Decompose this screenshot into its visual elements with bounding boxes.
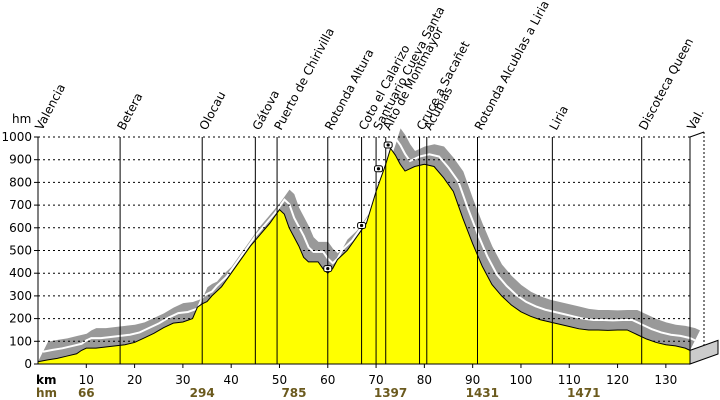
marker-icon-dot [376, 167, 381, 171]
x-tick-label: 100 [510, 373, 533, 387]
waypoint-label: Val. [684, 107, 707, 133]
y-tick-label: 100 [9, 334, 32, 348]
profile-highlight [42, 136, 696, 353]
x-tick-label: 130 [654, 373, 677, 387]
hm-value: 1471 [567, 386, 600, 400]
x-tick-label: 20 [127, 373, 142, 387]
x-tick-label: 10 [79, 373, 94, 387]
hm-value: 66 [78, 386, 95, 400]
y-tick-label: 900 [9, 153, 32, 167]
x-tick-label: 70 [368, 373, 383, 387]
x-tick-label: 50 [272, 373, 287, 387]
hm-row-label: hm [36, 386, 57, 400]
waypoint-label: Valencia [32, 81, 68, 132]
profile-line [37, 147, 691, 363]
y-tick-label: 800 [9, 175, 32, 189]
profile-area [38, 148, 690, 364]
depth-side [689, 339, 719, 365]
marker-icon-dot [386, 143, 390, 147]
depth-top-edge [689, 131, 705, 138]
x-tick-label: 30 [175, 373, 190, 387]
waypoint-label: Rotonda Alcublas a Liria [472, 0, 552, 132]
y-tick-label: 600 [9, 221, 32, 235]
x-tick-label: 40 [224, 373, 239, 387]
x-tick-label: 80 [417, 373, 432, 387]
waypoint-label: Betera [114, 91, 145, 133]
hm-value: 1431 [466, 386, 499, 400]
hm-value: 785 [281, 386, 306, 400]
marker-icon-dot [326, 267, 330, 271]
hm-value: 294 [190, 386, 215, 400]
x-tick-label: 110 [558, 373, 581, 387]
y-unit-label: hm [12, 112, 31, 126]
profile-shadow [38, 128, 700, 362]
y-tick-label: 700 [9, 198, 32, 212]
y-tick-label: 300 [9, 289, 32, 303]
x-tick-label: 60 [320, 373, 335, 387]
x-tick-label: 120 [606, 373, 629, 387]
y-tick-label: 400 [9, 266, 32, 280]
y-tick-label: 200 [9, 312, 32, 326]
y-tick-label: 1000 [1, 130, 32, 144]
y-tick-label: 0 [24, 357, 32, 371]
hm-value: 1397 [374, 386, 407, 400]
waypoint-label: Liria [547, 103, 571, 132]
waypoint-label: Olocau [196, 89, 228, 132]
y-tick-label: 500 [9, 244, 32, 258]
x-tick-label: 90 [465, 373, 480, 387]
km-row-label: km [36, 373, 56, 387]
marker-icon-dot [359, 223, 364, 228]
waypoint-label: Discoteca Queen [636, 36, 696, 133]
